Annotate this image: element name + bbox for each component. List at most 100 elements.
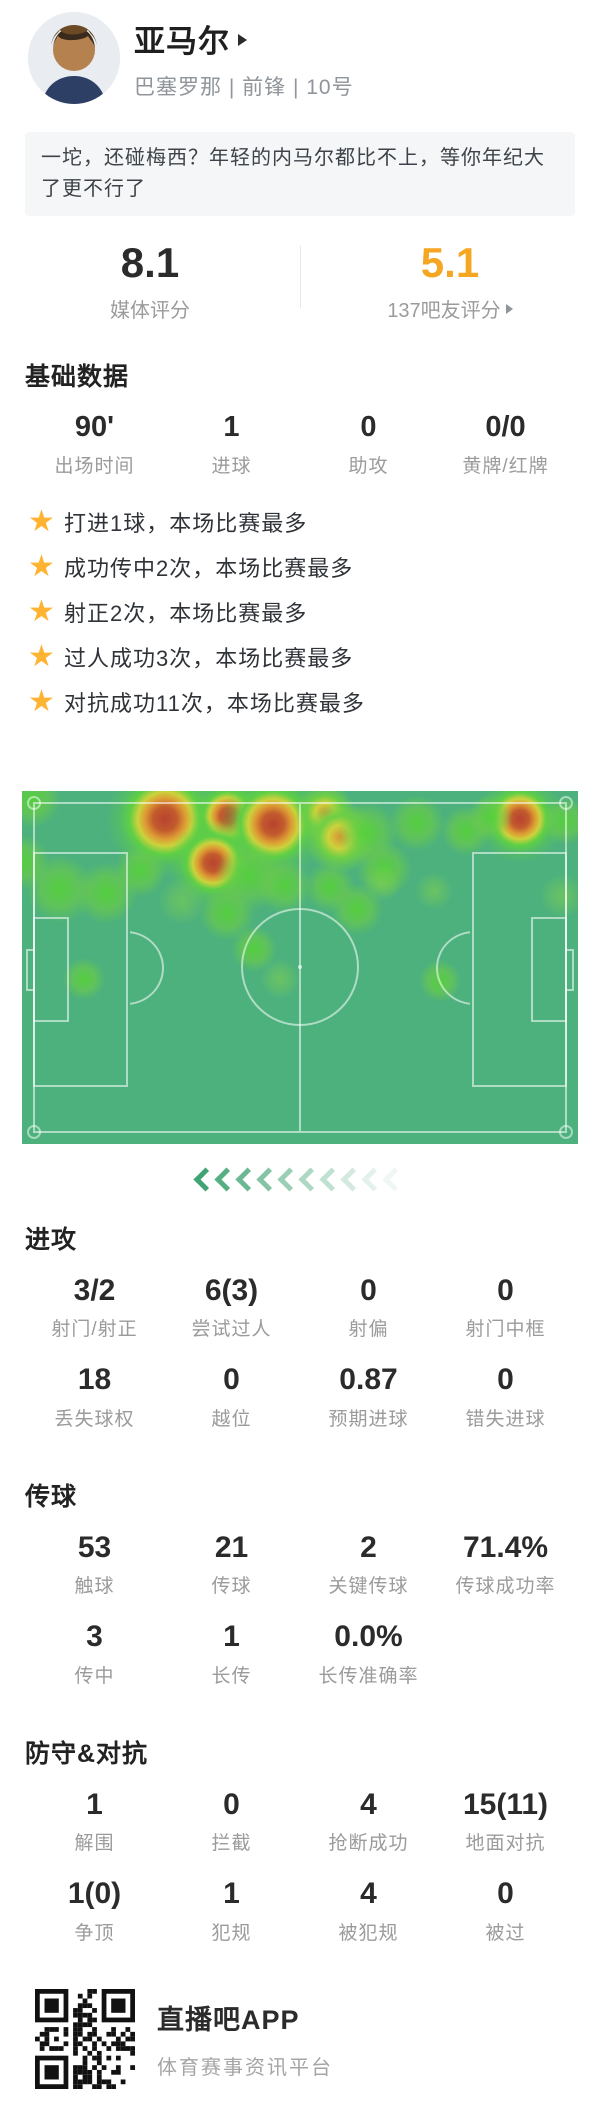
- stat-value: 4: [360, 1787, 377, 1821]
- stat-label: 关键传球: [328, 1576, 409, 1598]
- stat-label: 射门中框: [465, 1319, 546, 1341]
- stat-label: 出场时间: [54, 455, 135, 477]
- stat-label: 解围: [74, 1833, 115, 1855]
- avatar-image: [28, 12, 120, 104]
- highlight-text: 射正2次，本场比赛最多: [64, 601, 308, 627]
- media-rating-label: 媒体评分: [110, 300, 190, 323]
- stat-label: 丢失球权: [54, 1408, 135, 1430]
- name-arrow-icon: [238, 33, 247, 46]
- stat-value: 1: [223, 411, 240, 444]
- stat-value: 3: [86, 1620, 103, 1654]
- corner-arc: [27, 1124, 41, 1139]
- player-header: 亚马尔 巴塞罗那 | 前锋 | 10号: [0, 0, 600, 106]
- penalty-arc-left: [130, 930, 170, 1009]
- stat-label: 抢断成功: [328, 1833, 409, 1855]
- stat-value: 0: [223, 1787, 240, 1821]
- app-tagline: 体育赛事资讯平台: [157, 2056, 333, 2079]
- stat-label: 预期进球: [328, 1408, 409, 1430]
- stat-value: 0: [497, 1273, 514, 1307]
- stat-value: 3/2: [73, 1273, 116, 1307]
- star-icon: ★: [28, 505, 55, 539]
- stat-label: 争顶: [74, 1922, 115, 1944]
- qr-code: [35, 1988, 135, 2089]
- stat-cell: 3 传中: [26, 1620, 163, 1688]
- fans-rating-value: 5.1: [420, 239, 480, 286]
- stat-cell: 90' 出场时间: [26, 411, 163, 477]
- goal-left: [26, 948, 35, 991]
- stat-cell: 0/0 黄牌/红牌: [437, 411, 574, 477]
- highlight-item: ★ 打进1球，本场比赛最多: [28, 500, 600, 545]
- stat-label: 传球: [211, 1576, 252, 1598]
- stat-value: 0: [360, 411, 377, 444]
- stat-label: 触球: [74, 1576, 115, 1598]
- stat-cell: 1 进球: [163, 411, 300, 477]
- section-title-attack: 进攻: [25, 1225, 78, 1254]
- attack-stats-grid: 3/2 射门/射正 6(3) 尝试过人 0 射偏 0 射门中框 18 丢失球权 0 越位 0.87 预期进…: [26, 1274, 574, 1431]
- player-name-link[interactable]: 亚马尔: [134, 16, 354, 61]
- stat-label: 被过: [485, 1922, 526, 1944]
- highlight-text: 过人成功3次，本场比赛最多: [64, 646, 354, 672]
- stat-value: 6(3): [204, 1273, 259, 1307]
- stat-cell: 3/2 射门/射正: [26, 1274, 163, 1342]
- player-meta: 亚马尔 巴塞罗那 | 前锋 | 10号: [134, 16, 354, 101]
- stat-value: 21: [214, 1530, 249, 1564]
- stat-cell: 21 传球: [163, 1531, 300, 1599]
- highlight-item: ★ 过人成功3次，本场比赛最多: [28, 635, 600, 680]
- highlight-text: 打进1球，本场比赛最多: [64, 511, 308, 537]
- passing-stats-grid: 53 触球 21 传球 2 关键传球 71.4% 传球成功率 3 传中 1 长传 0.0% 长传准确率: [26, 1531, 574, 1688]
- center-circle: [241, 908, 359, 1027]
- goal-box-left: [33, 916, 69, 1022]
- stat-cell: 15(11) 地面对抗: [437, 1788, 574, 1856]
- app-promo-footer: 直播吧APP 体育赛事资讯平台: [35, 1988, 600, 2089]
- goal-box-right: [531, 916, 567, 1022]
- ratings-divider: [300, 246, 301, 308]
- star-icon: ★: [28, 595, 55, 629]
- hot-comment[interactable]: 一坨，还碰梅西？年轻的内马尔都比不上，等你年纪大了更不行了: [25, 132, 575, 216]
- stat-label: 越位: [211, 1408, 252, 1430]
- fans-rating[interactable]: 5.1 137吧友评分: [300, 232, 600, 327]
- fans-rating-label: 137吧友评分: [387, 300, 501, 323]
- defense-stats-grid: 1 解围 0 拦截 4 抢断成功 15(11) 地面对抗 1(0) 争顶 1 犯规 4 被犯规 0 被过: [26, 1788, 574, 1945]
- heatmap-blob-faint: [415, 871, 453, 910]
- media-rating-value: 8.1: [120, 239, 180, 286]
- stat-cell: 53 触球: [26, 1531, 163, 1599]
- stat-value: 18: [77, 1363, 112, 1397]
- stat-label: 传球成功率: [455, 1576, 556, 1598]
- heatmap-blob-green: [256, 858, 312, 914]
- corner-arc: [559, 1124, 573, 1139]
- stat-label: 错失进球: [465, 1408, 546, 1430]
- stat-label: 射偏: [348, 1319, 389, 1341]
- stat-cell: 4 抢断成功: [300, 1788, 437, 1856]
- stat-cell: 2 关键传球: [300, 1531, 437, 1599]
- highlight-item: ★ 成功传中2次，本场比赛最多: [28, 545, 600, 590]
- stat-value: 1: [223, 1620, 240, 1654]
- basic-stats-grid: 90' 出场时间 1 进球 0 助攻 0/0 黄牌/红牌: [26, 411, 574, 477]
- highlight-item: ★ 射正2次，本场比赛最多: [28, 590, 600, 635]
- stat-cell: 71.4% 传球成功率: [437, 1531, 574, 1599]
- corner-arc: [27, 795, 41, 810]
- stat-cell: 18 丢失球权: [26, 1363, 163, 1431]
- stat-label: 传中: [74, 1665, 115, 1687]
- stat-label: 被犯规: [338, 1922, 399, 1944]
- stat-label: 拦截: [211, 1833, 252, 1855]
- stat-value: 15(11): [462, 1787, 549, 1821]
- section-title-defense: 防守&对抗: [25, 1739, 149, 1768]
- stat-value: 1: [223, 1877, 240, 1911]
- stat-label: 进球: [211, 455, 252, 477]
- heatmap-blob-faint: [540, 873, 578, 918]
- stat-value: 0: [497, 1877, 514, 1911]
- player-avatar[interactable]: [28, 12, 120, 104]
- highlight-item: ★ 对抗成功11次，本场比赛最多: [28, 680, 600, 725]
- stat-label: 助攻: [348, 455, 389, 477]
- stat-label: 射门/射正: [51, 1319, 138, 1341]
- highlight-text: 对抗成功11次，本场比赛最多: [64, 691, 365, 717]
- stat-cell: 0 射偏: [300, 1274, 437, 1342]
- stat-value: 0: [497, 1363, 514, 1397]
- stat-value: 2: [360, 1530, 377, 1564]
- section-title-basic: 基础数据: [25, 363, 130, 392]
- stat-label: 长传准确率: [318, 1665, 419, 1687]
- media-rating: 8.1 媒体评分: [0, 232, 300, 327]
- section-title-passing: 传球: [25, 1482, 78, 1511]
- stat-value: 90': [74, 411, 115, 444]
